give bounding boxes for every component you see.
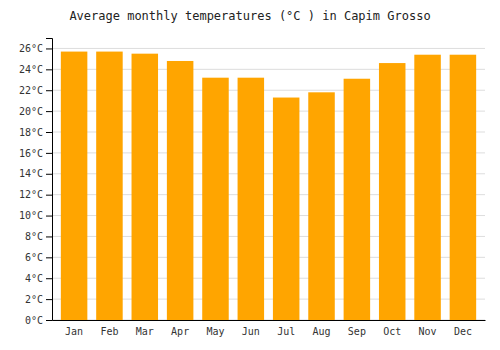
y-tick: 20°C xyxy=(19,106,52,117)
y-tick-label: 20°C xyxy=(19,106,43,117)
y-tick: 0°C xyxy=(25,315,52,326)
x-axis: Jan Feb Mar Apr May Jun Jul Aug Sep Oct Nov Dec xyxy=(53,321,486,338)
x-tick-label: May xyxy=(206,326,224,337)
y-tick-label: 6°C xyxy=(25,252,43,263)
y-tick-mark xyxy=(46,195,52,196)
y-tick-mark xyxy=(46,153,52,154)
y-tick-label: 8°C xyxy=(25,231,43,242)
x-axis-line xyxy=(53,320,486,321)
y-tick: 14°C xyxy=(19,168,52,179)
x-tick-label: Sep xyxy=(348,326,366,337)
y-tick: 8°C xyxy=(25,231,52,242)
y-tick-mark xyxy=(46,111,52,112)
y-tick-label: 18°C xyxy=(19,127,43,138)
plot: 0°C 2°C 4°C 6°C 8°C 10°C 12°C 14°C 16°C 18°C 20°C 2… xyxy=(19,39,486,338)
x-tick-label: Jan xyxy=(65,326,83,337)
bar xyxy=(414,55,441,320)
y-tick: 16°C xyxy=(19,148,52,159)
bar xyxy=(379,63,406,320)
x-tick: Apr xyxy=(171,326,189,337)
x-tick: Dec xyxy=(454,326,472,337)
bar xyxy=(273,98,300,320)
bar xyxy=(238,78,265,320)
y-tick-label: 16°C xyxy=(19,148,43,159)
bar xyxy=(344,79,371,320)
x-tick: Feb xyxy=(100,326,118,337)
y-tick-mark xyxy=(46,236,52,237)
x-tick-label: Oct xyxy=(383,326,401,337)
bar xyxy=(61,52,88,320)
bar xyxy=(450,55,477,320)
y-tick: 4°C xyxy=(25,273,52,284)
y-tick-mark xyxy=(46,90,52,91)
x-tick: Mar xyxy=(136,326,154,337)
y-tick-label: 12°C xyxy=(19,189,43,200)
x-tick-label: Jul xyxy=(277,326,295,337)
y-axis: 0°C 2°C 4°C 6°C 8°C 10°C 12°C 14°C 16°C 18°C 20°C 2… xyxy=(19,39,53,326)
y-tick: 24°C xyxy=(19,64,52,75)
bar xyxy=(132,54,159,320)
x-tick-label: Nov xyxy=(419,326,437,337)
bar xyxy=(96,52,123,320)
y-tick-label: 24°C xyxy=(19,64,43,75)
x-tick-label: Dec xyxy=(454,326,472,337)
x-tick: Jul xyxy=(277,326,295,337)
x-tick: Nov xyxy=(419,326,437,337)
y-tick: 26°C xyxy=(19,43,52,54)
x-tick-label: Apr xyxy=(171,326,189,337)
x-tick-label: Aug xyxy=(312,326,330,337)
y-tick-label: 2°C xyxy=(25,294,43,305)
y-tick-mark xyxy=(46,320,52,321)
bar xyxy=(167,61,194,320)
x-tick: Aug xyxy=(312,326,330,337)
grid xyxy=(52,48,485,320)
y-tick-label: 4°C xyxy=(25,273,43,284)
y-tick-label: 0°C xyxy=(25,315,43,326)
x-tick: Jan xyxy=(65,326,83,337)
chart: Average monthly temperatures (°C ) in Ca… xyxy=(0,0,500,350)
bars xyxy=(61,52,476,320)
y-axis-line xyxy=(46,39,53,321)
y-tick-mark xyxy=(46,48,52,49)
y-tick-mark xyxy=(46,69,52,70)
y-tick: 6°C xyxy=(25,252,52,263)
x-tick-label: Feb xyxy=(100,326,118,337)
y-tick-mark xyxy=(46,132,52,133)
y-tick-mark xyxy=(46,174,52,175)
y-tick-label: 26°C xyxy=(19,43,43,54)
y-tick: 10°C xyxy=(19,210,52,221)
x-tick-label: Jun xyxy=(242,326,260,337)
y-tick-mark xyxy=(46,216,52,217)
y-tick-label: 14°C xyxy=(19,168,43,179)
y-tick-label: 22°C xyxy=(19,85,43,96)
x-tick: Oct xyxy=(383,326,401,337)
y-tick: 12°C xyxy=(19,189,52,200)
y-tick-mark xyxy=(46,299,52,300)
y-tick: 2°C xyxy=(25,294,52,305)
x-tick-label: Mar xyxy=(136,326,154,337)
grid-line xyxy=(52,48,485,49)
y-tick-label: 10°C xyxy=(19,210,43,221)
y-tick: 22°C xyxy=(19,85,52,96)
x-tick: Sep xyxy=(348,326,366,337)
x-tick: May xyxy=(206,326,224,337)
title: Average monthly temperatures (°C ) in Ca… xyxy=(69,9,430,23)
y-tick-mark xyxy=(46,278,52,279)
bar xyxy=(308,92,335,320)
x-tick: Jun xyxy=(242,326,260,337)
y-tick: 18°C xyxy=(19,127,52,138)
bar xyxy=(202,78,229,320)
y-tick-mark xyxy=(46,257,52,258)
